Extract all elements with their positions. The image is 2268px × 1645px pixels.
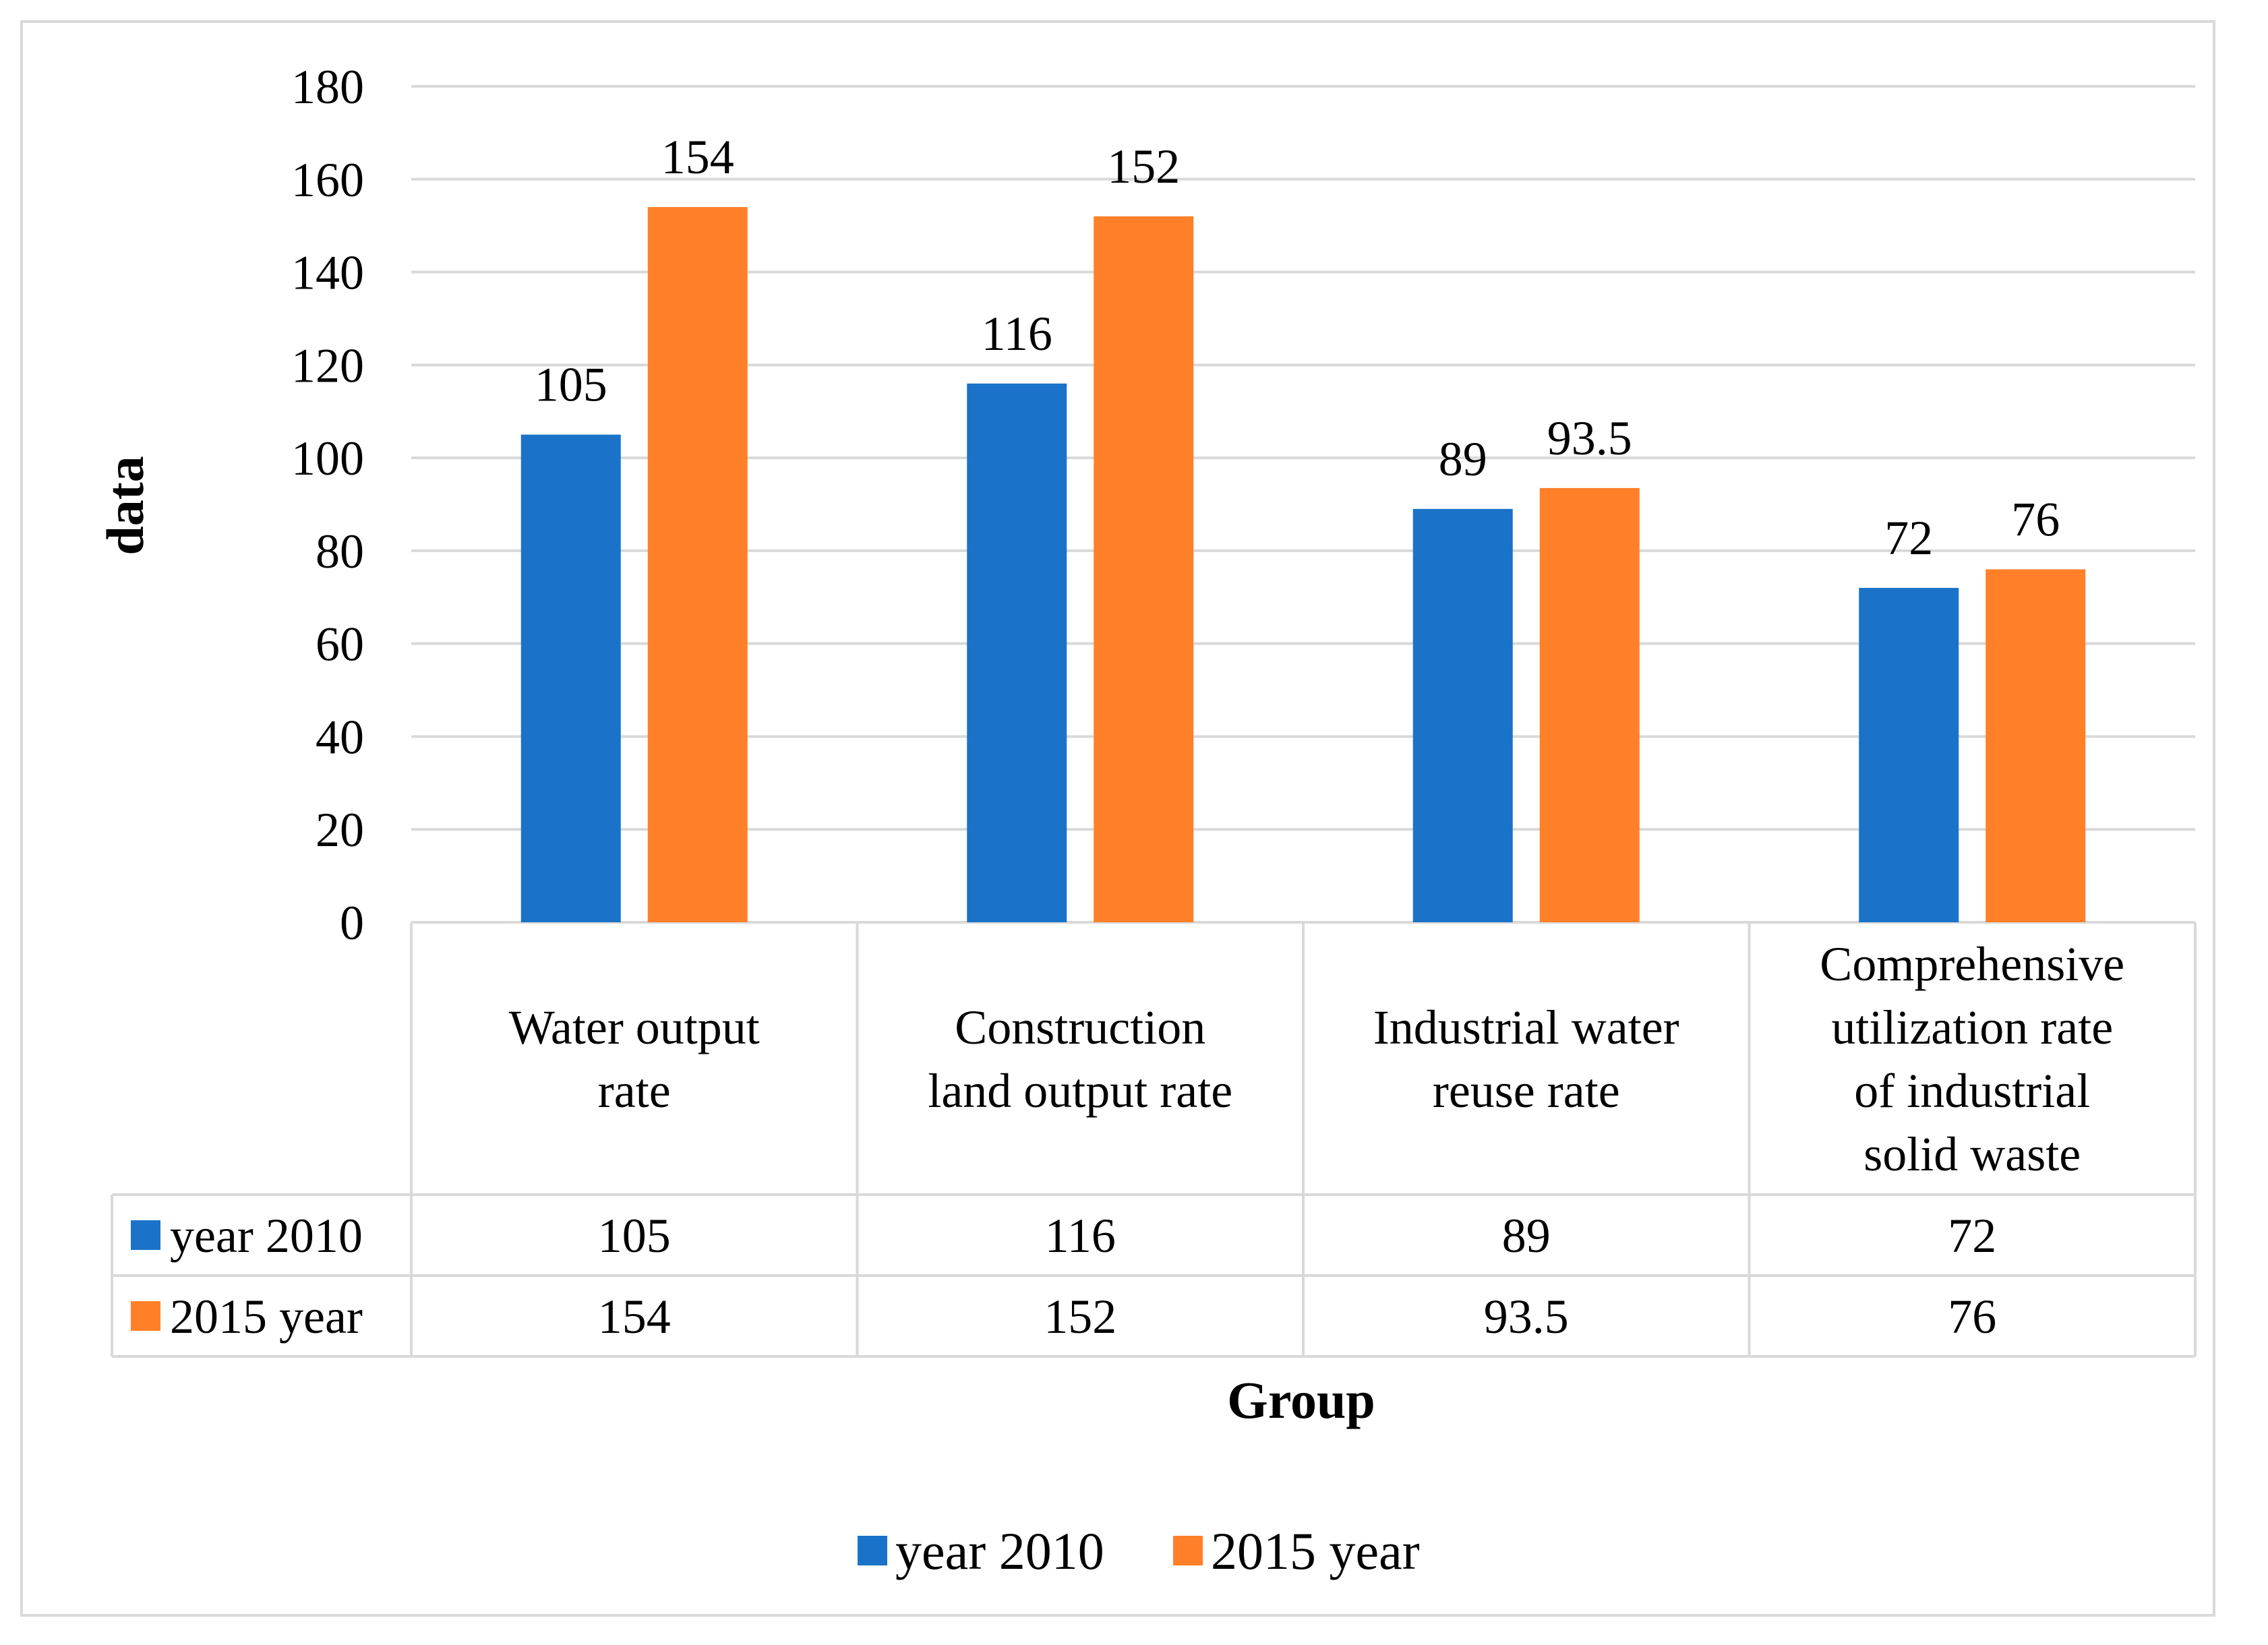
legend-label: 2015 year — [1211, 1522, 1420, 1580]
bar-2015-year — [1986, 569, 2086, 922]
table-value: 105 — [598, 1209, 671, 1263]
legend-key-2015-year — [1173, 1536, 1203, 1565]
table-value: 93.5 — [1484, 1290, 1569, 1344]
y-tick-label: 0 — [340, 896, 364, 950]
bar-2015-year — [1539, 487, 1640, 922]
data-label: 105 — [535, 358, 607, 412]
y-tick-label: 120 — [291, 338, 364, 392]
bar-year-2010 — [1859, 588, 1959, 922]
data-label: 116 — [982, 307, 1052, 361]
data-label: 152 — [1107, 140, 1180, 193]
y-tick-label: 160 — [291, 153, 364, 207]
table-value: 89 — [1502, 1209, 1551, 1263]
table-value: 76 — [1948, 1290, 1996, 1344]
y-tick-label: 20 — [316, 803, 364, 857]
table-legend-key-year-2010 — [131, 1220, 160, 1250]
table-series-name: year 2010 — [170, 1209, 363, 1263]
y-tick-label: 40 — [316, 710, 364, 764]
table-value: 116 — [1045, 1209, 1116, 1263]
bar-year-2010 — [1412, 508, 1513, 922]
category-label: land output rate — [928, 1064, 1232, 1118]
data-label: 154 — [661, 130, 734, 184]
category-label: utilization rate — [1831, 1000, 2113, 1054]
bar-2015-year — [647, 207, 748, 923]
bar-2015-year — [1094, 216, 1194, 922]
category-label: of industrial — [1854, 1064, 2090, 1118]
y-tick-label: 80 — [316, 525, 364, 578]
category-label: reuse rate — [1433, 1064, 1620, 1118]
y-tick-label: 100 — [291, 431, 364, 485]
data-label: 76 — [2011, 492, 2060, 546]
data-label: 72 — [1884, 511, 1933, 565]
y-tick-label: 60 — [316, 618, 364, 671]
category-label: Construction — [955, 1000, 1205, 1054]
table-legend-key-2015-year — [131, 1301, 160, 1331]
x-axis-title: Group — [1227, 1371, 1375, 1429]
data-label: 93.5 — [1547, 411, 1632, 465]
y-tick-label: 140 — [291, 246, 364, 300]
category-label: solid waste — [1863, 1127, 2081, 1181]
y-axis-title: data — [96, 456, 154, 555]
table-value: 152 — [1044, 1290, 1116, 1344]
table-value: 154 — [598, 1290, 671, 1344]
legend-label: year 2010 — [895, 1522, 1104, 1580]
bar-year-2010 — [520, 434, 621, 922]
data-label: 89 — [1439, 432, 1487, 486]
bar-year-2010 — [967, 383, 1067, 922]
legend-key-year-2010 — [858, 1536, 887, 1565]
category-label: Comprehensive — [1820, 937, 2124, 991]
category-label: Water output — [509, 1000, 760, 1054]
category-label: rate — [598, 1064, 671, 1118]
table-series-name: 2015 year — [170, 1290, 363, 1344]
y-tick-label: 180 — [291, 60, 364, 114]
category-label: Industrial water — [1373, 1000, 1679, 1054]
table-value: 72 — [1948, 1209, 1996, 1263]
